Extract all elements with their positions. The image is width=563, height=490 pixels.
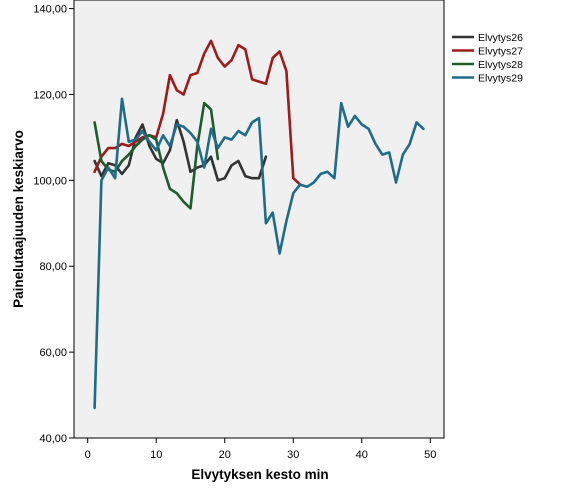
series-line-elvytys27 [93,39,302,186]
y-tick-label: 140,00 [33,4,67,16]
y-tick-label: 120,00 [33,89,67,101]
x-axis-title: Elvytyksen kesto min [191,467,328,482]
y-axis-ticks: 40,00 60,00 80,00 100,00 120,00 140,00 [33,4,74,445]
y-tick-label: 100,00 [33,175,67,187]
y-tick-label: 60,00 [39,347,67,359]
x-tick-label: 50 [424,449,436,461]
x-tick-label: 40 [356,449,368,461]
y-axis-title: Painelutaajuuden keskiarvo [11,130,26,308]
x-tick-label: 20 [219,449,231,461]
legend-label: Elvytys28 [478,59,523,71]
legend-label: Elvytys26 [478,32,523,44]
y-tick-label: 80,00 [39,261,67,273]
series-line-elvytys26 [93,118,268,182]
x-axis-ticks: 0 10 20 30 40 50 [85,438,436,461]
legend-label: Elvytys29 [478,73,523,85]
y-tick-label: 40,00 [39,433,67,445]
x-tick-label: 10 [150,449,162,461]
x-tick-label: 0 [85,449,91,461]
plot-frame [73,0,445,439]
legend-label: Elvytys27 [478,46,523,58]
plot-background [74,0,444,438]
series-lines [93,39,425,410]
x-tick-label: 30 [287,449,299,461]
series-line-elvytys29 [93,97,425,410]
